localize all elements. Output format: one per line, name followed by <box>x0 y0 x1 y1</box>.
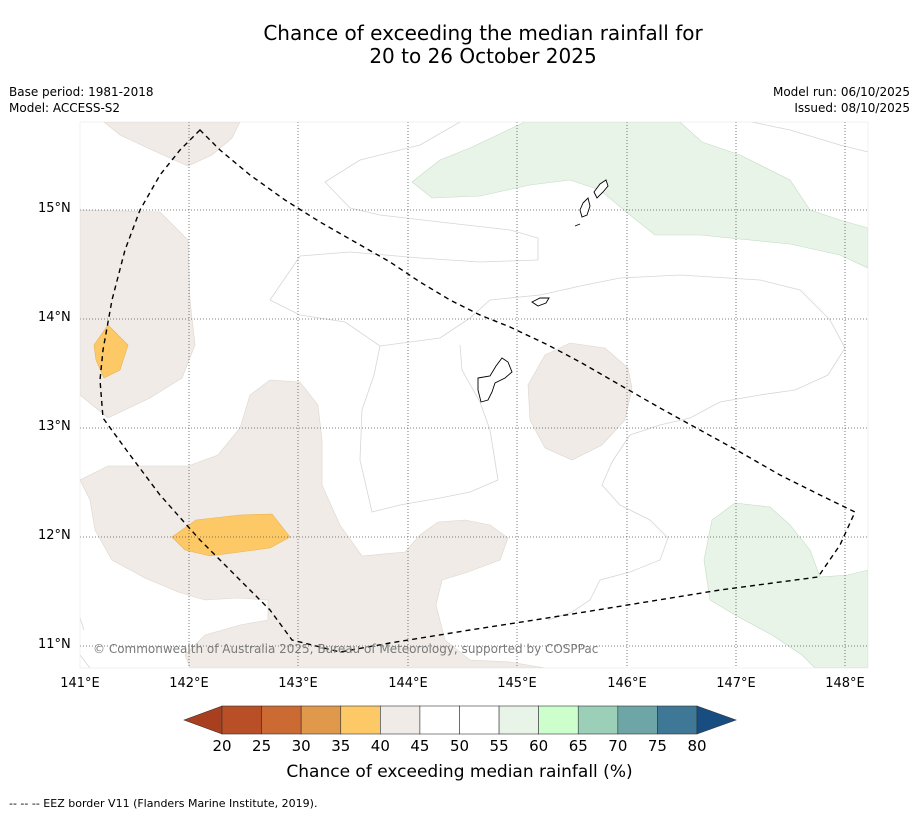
colorbar-cells <box>221 705 698 735</box>
title-line-1: Chance of exceeding the median rainfall … <box>263 21 703 45</box>
colorbar-tick-label: 65 <box>568 737 588 755</box>
colorbar-cell <box>538 705 579 735</box>
beige-region-south <box>80 379 546 668</box>
lon-tick-label: 144°E <box>388 676 428 691</box>
map-title: Chance of exceeding the median rainfall … <box>0 22 919 68</box>
tinian-island <box>579 197 591 218</box>
lon-tick-label: 146°E <box>607 676 647 691</box>
lat-tick-label: 15°N <box>38 201 71 216</box>
lon-tick-label: 147°E <box>716 676 756 691</box>
colorbar-tick-label: 20 <box>212 737 232 755</box>
eez-footnote: -- -- -- EEZ border V11 (Flanders Marine… <box>9 797 318 810</box>
contour-line <box>359 344 499 513</box>
issued-date: Issued: 08/10/2025 <box>794 101 910 115</box>
colorbar-tick-label: 75 <box>647 737 667 755</box>
yellow-region-south <box>171 513 291 557</box>
region-55-60 <box>411 122 868 668</box>
colorbar-cell <box>657 705 698 735</box>
colorbar-cell <box>380 705 421 735</box>
lon-tick-label: 148°E <box>825 676 865 691</box>
colorbar-tick-label: 45 <box>410 737 430 755</box>
lat-tick-label: 11°N <box>38 637 71 652</box>
lon-tick-label: 145°E <box>497 676 537 691</box>
lat-tick-label: 12°N <box>38 528 71 543</box>
saipan-island <box>593 179 609 199</box>
colorbar-tick-label: 40 <box>370 737 390 755</box>
lon-tick-label: 141°E <box>60 676 100 691</box>
colorbar-tick-label: 50 <box>449 737 470 755</box>
copyright-notice: © Commonwealth of Australia 2025, Bureau… <box>93 642 599 656</box>
map-plot-area <box>80 122 868 668</box>
colorbar-cell <box>340 705 381 735</box>
model-name: Model: ACCESS-S2 <box>9 101 121 115</box>
lat-tick-label: 13°N <box>38 419 71 434</box>
contour-line <box>751 122 868 153</box>
colorbar-tick-label: 70 <box>608 737 628 755</box>
gridlines <box>80 122 868 668</box>
beige-region-north <box>103 122 241 167</box>
model-run: Model run: 06/10/2025 <box>772 85 910 99</box>
colorbar-tick-label: 25 <box>252 737 272 755</box>
lat-tick-label: 14°N <box>38 310 71 325</box>
rota-island <box>531 297 550 307</box>
colorbar-cell <box>498 705 539 735</box>
colorbar-tick-label: 35 <box>331 737 351 755</box>
contour-line <box>80 617 85 631</box>
lon-tick-label: 143°E <box>278 676 318 691</box>
colorbar-tick-label: 30 <box>291 737 311 755</box>
colorbar-title: Chance of exceeding median rainfall (%) <box>286 762 633 782</box>
title-line-2: 20 to 26 October 2025 <box>369 44 597 68</box>
colorbar-extend-high <box>696 705 737 735</box>
colorbar-extend-low <box>183 705 223 735</box>
map-frame <box>79 121 869 669</box>
contour-line <box>269 122 539 301</box>
lon-tick-label: 142°E <box>169 676 209 691</box>
colorbar-tick-label: 80 <box>687 737 707 755</box>
islands <box>477 179 609 403</box>
colorbar-tick-label: 55 <box>489 737 509 755</box>
colorbar-cell <box>300 705 342 735</box>
colorbar-cell <box>617 705 658 735</box>
colorbar-cell <box>459 705 500 735</box>
colorbar-cell <box>221 705 262 735</box>
colorbar-cell <box>261 705 302 735</box>
contour-lines <box>80 122 868 668</box>
meta-left: Base period: 1981-2018 Model: ACCESS-S2 <box>9 84 154 116</box>
contour-line <box>80 654 91 668</box>
meta-right: Model run: 06/10/2025 Issued: 08/10/2025 <box>773 84 910 116</box>
green-region-southeast <box>703 502 868 668</box>
base-period: Base period: 1981-2018 <box>9 85 154 99</box>
green-region-north <box>411 122 868 269</box>
beige-region-center <box>527 342 633 461</box>
colorbar-cell <box>419 705 460 735</box>
guam-island <box>477 357 513 403</box>
aguijan-island <box>574 223 581 227</box>
colorbar-tick-label: 60 <box>529 737 549 755</box>
contour-line <box>269 274 846 621</box>
colorbar-cell <box>577 705 619 735</box>
colorbar <box>183 705 737 735</box>
